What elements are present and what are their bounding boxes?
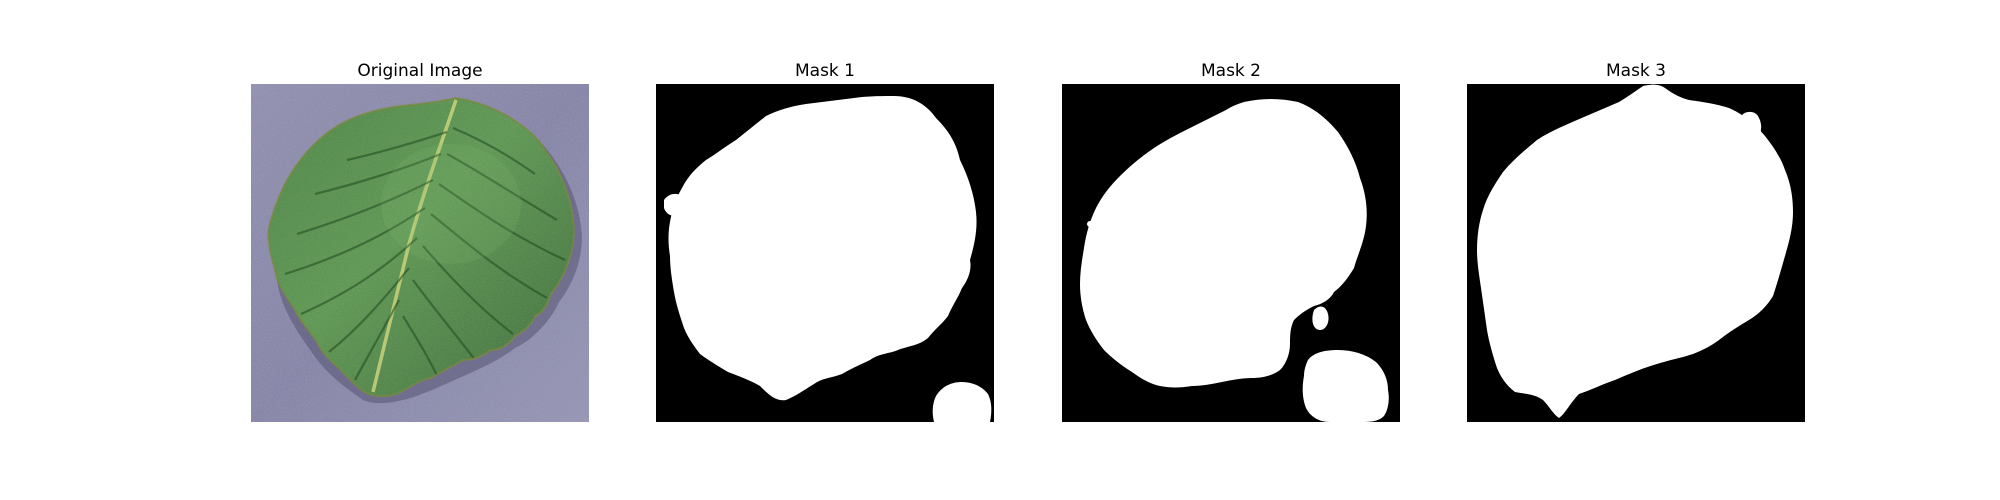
panel-title: Mask 2 — [1200, 61, 1261, 81]
mask-3-image — [1467, 84, 1805, 422]
mask-2-image — [1062, 84, 1400, 422]
mask-3-panel: Mask 3 — [1467, 59, 1805, 422]
original-leaf-photo — [251, 84, 589, 422]
panel-title: Original Image — [357, 61, 483, 81]
panel-title: Mask 3 — [1605, 61, 1666, 81]
mask-1-panel: Mask 1 — [656, 59, 994, 422]
mask-2-panel: Mask 2 — [1062, 59, 1400, 422]
mask-1-image — [656, 84, 994, 422]
panel-title: Mask 1 — [794, 61, 855, 81]
original-image-panel: Original Image — [251, 59, 589, 422]
